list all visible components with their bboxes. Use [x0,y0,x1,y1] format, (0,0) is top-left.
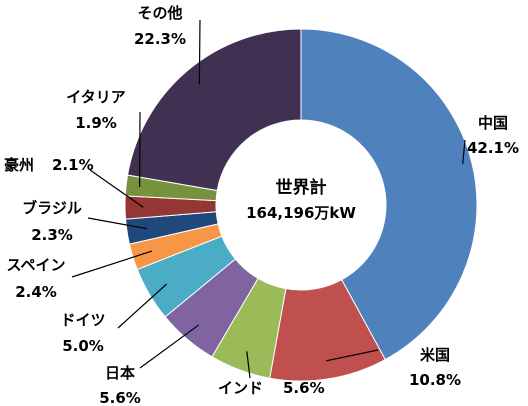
leader-line-6 [71,250,153,278]
slice-label-10: その他 [137,4,182,22]
leader-line-group [71,19,466,379]
leader-line-3 [246,351,251,379]
slice-group [124,28,478,382]
slice-label-2: 米国 [420,346,450,364]
slice-value-1: 42.1% [467,139,519,157]
leader-line-8 [89,169,144,208]
slice-label-9: イタリア [66,88,125,106]
slice-value-6: 2.4% [15,283,57,301]
leader-line-4 [139,324,199,369]
slice-value-10: 22.3% [134,30,186,48]
slice-label-5: ドイツ [60,311,105,329]
slice-value-2: 10.8% [409,371,461,389]
slice-label-6: スペイン [7,256,66,274]
slice-label-4: 日本 [105,364,135,382]
center-title: 世界計 [276,177,327,198]
slice-1 [300,28,478,361]
leader-line-7 [87,217,147,230]
leader-line-5 [117,283,167,329]
center-total: 164,196万kW [246,204,356,222]
slice-value-8: 2.1% [52,156,94,174]
leader-line-1 [462,139,466,164]
slice-value-7: 2.3% [31,226,73,244]
slice-label-7: ブラジル [22,199,82,217]
label-group: 中国 42.1% 米国 10.8% インド 5.6% 日本 5.6% ドイツ 5.0% スペイン 2.… [4,4,519,406]
slice-value-4: 5.6% [99,389,141,406]
slice-value-3: 5.6% [283,379,325,397]
slice-value-5: 5.0% [62,337,104,355]
slice-label-3: インド [218,379,263,397]
leader-line-2 [326,349,379,362]
slice-label-1: 中国 [478,114,508,132]
slice-10 [126,28,302,192]
slice-label-8: 豪州 [4,156,34,174]
leader-line-10 [198,19,201,85]
slice-value-9: 1.9% [75,114,117,132]
